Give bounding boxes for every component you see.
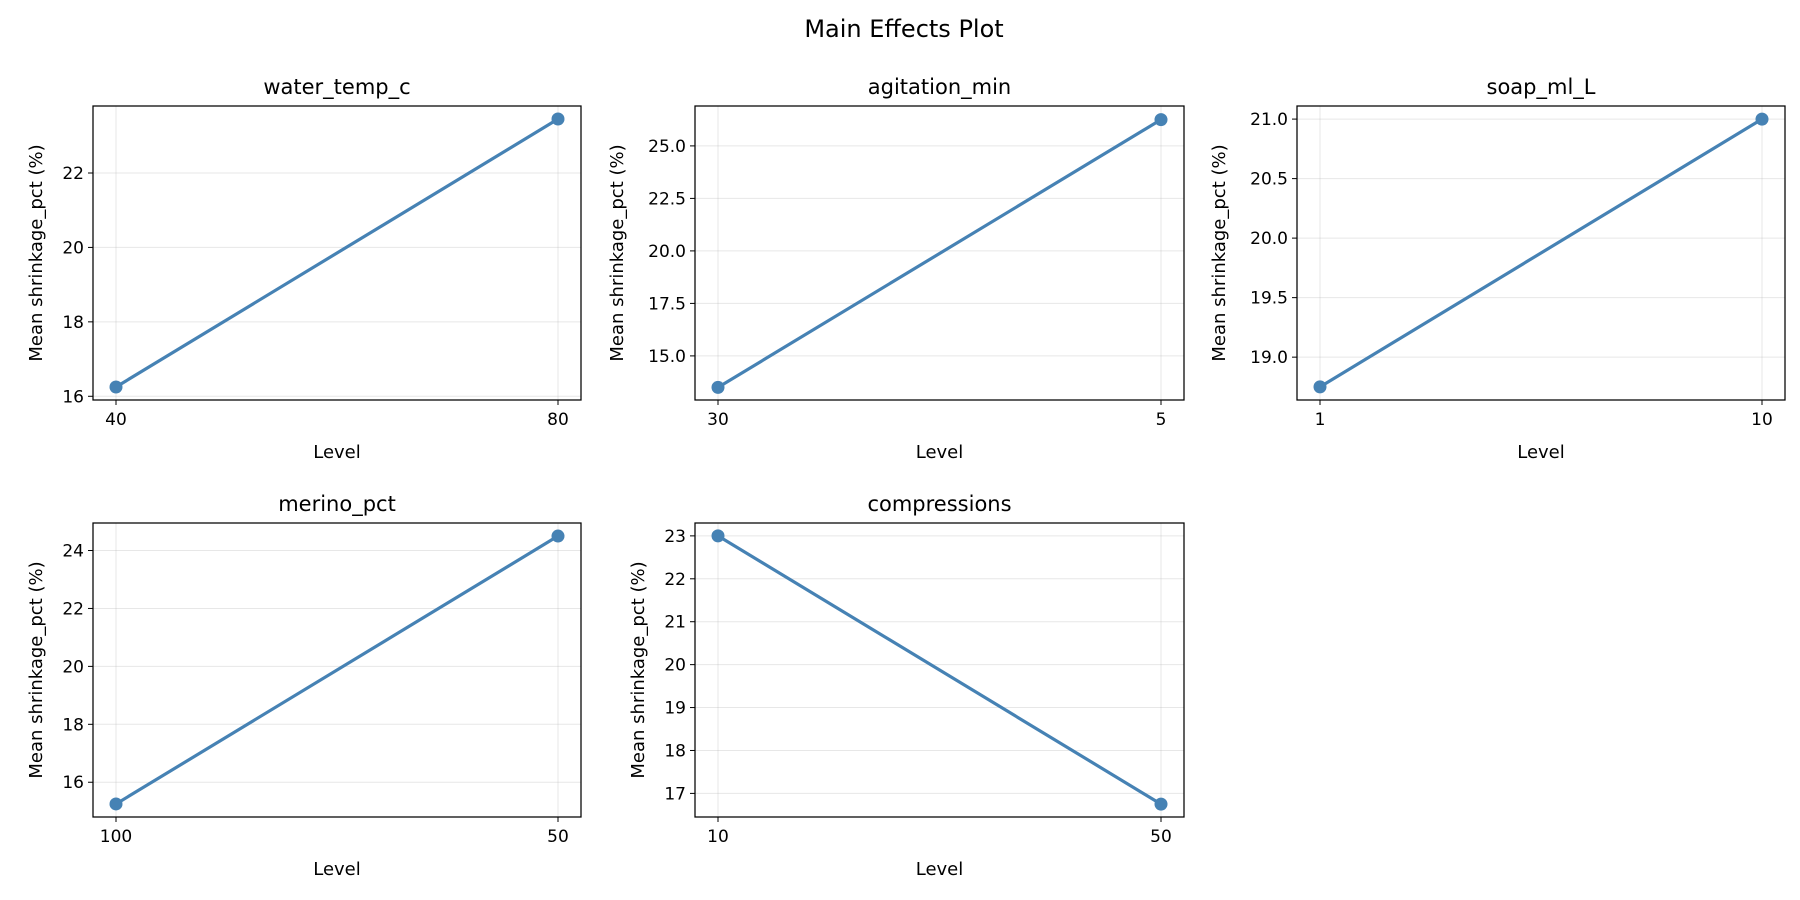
figure-title: Main Effects Plot: [804, 15, 1003, 43]
series-line: [114, 117, 560, 389]
x-axis-label: Level: [313, 859, 361, 880]
series-line: [716, 534, 1163, 806]
y-tick-label: 17: [664, 784, 686, 804]
y-tick-label: 19: [664, 699, 686, 719]
y-tick-label: 20: [664, 656, 686, 676]
data-point: [1313, 380, 1327, 394]
y-axis-label: Mean shrinkage_pct (%): [628, 561, 649, 778]
data-point: [109, 797, 123, 811]
y-axis-label: Mean shrinkage_pct (%): [1209, 144, 1230, 361]
panel-water_temp_c: 16 18 20 22 40 80 water_temp_c Level Mean shrink…: [26, 75, 582, 463]
x-axis-label: Level: [916, 442, 964, 463]
y-tick-label: 20.0: [648, 242, 686, 262]
data-point: [1755, 112, 1769, 126]
y-axis-label: Mean shrinkage_pct (%): [607, 144, 628, 361]
axes-frame: [92, 522, 582, 818]
panel-compressions: 17 18 19 20 21 22 23 10 50 compressions Level Mean …: [628, 492, 1185, 880]
y-tick-label: 24: [62, 542, 84, 562]
panel-title: compressions: [867, 492, 1011, 516]
panel-title: merino_pct: [278, 492, 396, 517]
x-axis-label: Level: [916, 859, 964, 880]
x-tick-label: 100: [100, 827, 132, 847]
y-tick-label: 20: [62, 238, 84, 258]
panel-agitation_min: 15.0 17.5 20.0 22.5 25.0 30 5 agitation_min Leve…: [607, 75, 1185, 463]
data-point: [109, 380, 123, 394]
x-axis-label: Level: [1517, 442, 1565, 463]
panel-soap_ml_L: 19.0 19.5 20.0 20.5 21.0 1 10 soap_ml_L Level Mea…: [1209, 75, 1786, 463]
y-tick-label: 23: [664, 527, 686, 547]
panels: 16 18 20 22 40 80 water_temp_c Level Mean shrink…: [26, 75, 1786, 880]
x-tick-label: 40: [105, 410, 127, 430]
axes-frame: [694, 105, 1185, 401]
series-line: [716, 118, 1163, 389]
x-tick-label: 50: [1150, 827, 1172, 847]
x-tick-label: 50: [547, 827, 569, 847]
axes-frame: [1296, 105, 1786, 401]
y-tick-label: 19.5: [1250, 289, 1288, 309]
y-tick-label: 16: [62, 773, 84, 793]
panel-title: water_temp_c: [263, 75, 410, 100]
y-tick-label: 25.0: [648, 137, 686, 157]
y-tick-label: 18: [664, 741, 686, 761]
y-tick-label: 22: [664, 570, 686, 590]
y-axis-label: Mean shrinkage_pct (%): [26, 144, 47, 361]
data-point: [1154, 797, 1168, 811]
y-tick-label: 16: [62, 387, 84, 407]
y-tick-label: 17.5: [648, 294, 686, 314]
data-point: [711, 529, 725, 543]
x-tick-label: 1: [1315, 410, 1326, 430]
data-point: [551, 112, 565, 126]
series-line: [1318, 117, 1764, 389]
panel-merino_pct: 16 18 20 22 24 100 50 merino_pct Level Mean shrin…: [26, 492, 582, 880]
y-tick-label: 19.0: [1250, 348, 1288, 368]
y-tick-label: 21.0: [1250, 110, 1288, 130]
x-tick-label: 80: [547, 410, 569, 430]
y-tick-label: 15.0: [648, 347, 686, 367]
panel-title: soap_ml_L: [1487, 75, 1596, 100]
data-point: [551, 529, 565, 543]
y-tick-label: 22: [62, 599, 84, 619]
y-tick-label: 20: [62, 657, 84, 677]
x-tick-label: 10: [707, 827, 729, 847]
axes-frame: [694, 522, 1185, 818]
panel-title: agitation_min: [868, 75, 1011, 100]
y-tick-label: 21: [664, 613, 686, 633]
y-axis-label: Mean shrinkage_pct (%): [26, 561, 47, 778]
y-tick-label: 20.5: [1250, 170, 1288, 190]
series-line: [114, 534, 560, 806]
x-axis-label: Level: [313, 442, 361, 463]
y-tick-label: 20.0: [1250, 229, 1288, 249]
y-tick-label: 22: [62, 164, 84, 184]
axes-frame: [92, 105, 582, 401]
x-tick-label: 10: [1751, 410, 1773, 430]
y-tick-label: 18: [62, 313, 84, 333]
x-tick-label: 30: [707, 410, 729, 430]
data-point: [1154, 113, 1168, 127]
y-tick-label: 22.5: [648, 189, 686, 209]
y-tick-label: 18: [62, 715, 84, 735]
x-tick-label: 5: [1156, 410, 1167, 430]
data-point: [711, 380, 725, 394]
